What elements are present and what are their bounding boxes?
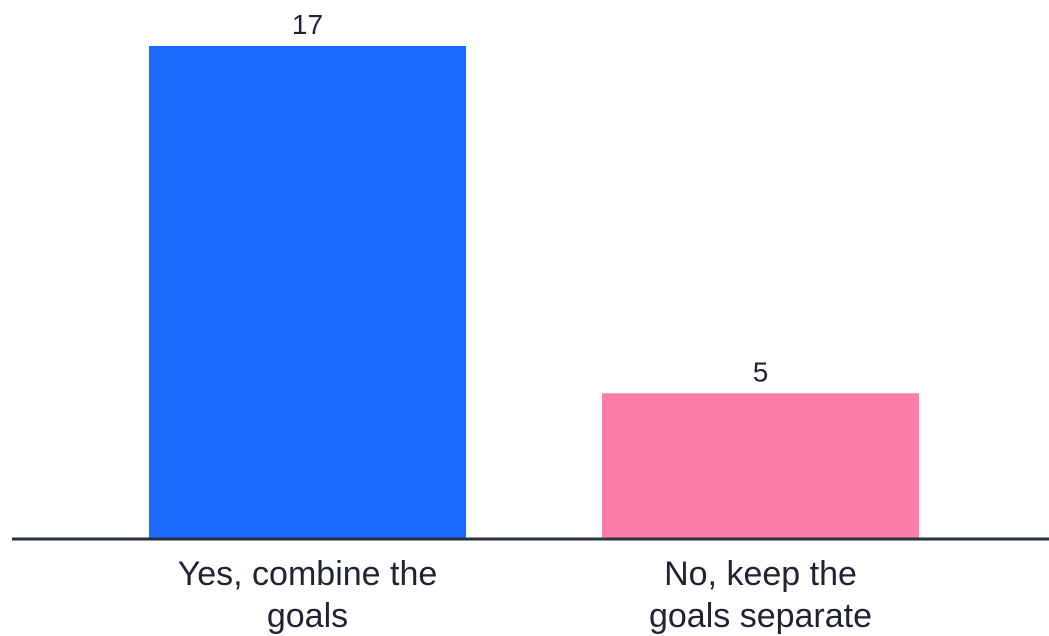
bars-group (149, 46, 919, 538)
category-label-1-line-2: goals (267, 597, 348, 635)
category-label-2-line-2: goals separate (649, 597, 872, 635)
value-label-1: 17 (292, 9, 323, 40)
category-label-2-line-1: No, keep the (664, 555, 857, 593)
bar-2 (602, 393, 919, 538)
category-labels-group: Yes, combine the goals No, keep the goals s… (178, 555, 872, 635)
value-labels-group: 17 5 (292, 9, 768, 387)
category-label-1-line-1: Yes, combine the (178, 555, 438, 593)
value-label-2: 5 (753, 356, 769, 387)
bar-1 (149, 46, 466, 538)
